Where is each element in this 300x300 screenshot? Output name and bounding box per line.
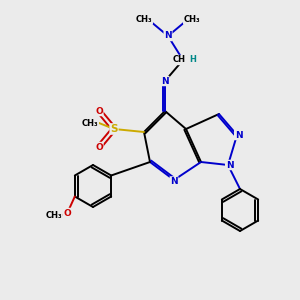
- Text: O: O: [95, 106, 103, 116]
- Text: CH₃: CH₃: [82, 118, 98, 127]
- Text: O: O: [63, 208, 71, 217]
- Text: N: N: [170, 177, 178, 186]
- Text: N: N: [164, 32, 172, 40]
- Text: S: S: [110, 124, 118, 134]
- Text: N: N: [235, 130, 242, 140]
- Text: CH₃: CH₃: [136, 15, 152, 24]
- Text: N: N: [226, 160, 233, 169]
- Text: CH₃: CH₃: [46, 212, 62, 220]
- Text: CH₃: CH₃: [184, 15, 200, 24]
- Text: H: H: [189, 56, 196, 64]
- Text: N: N: [161, 76, 169, 85]
- Text: CH: CH: [173, 56, 186, 64]
- Text: O: O: [95, 142, 103, 152]
